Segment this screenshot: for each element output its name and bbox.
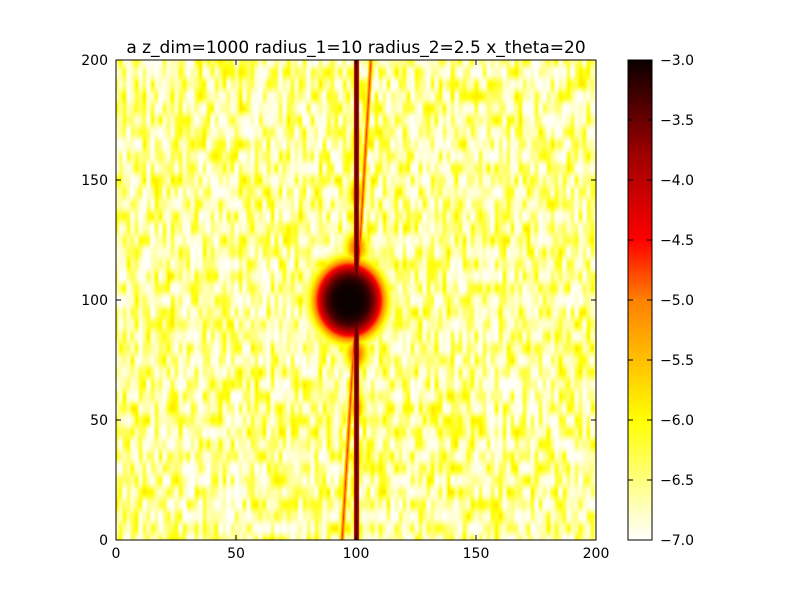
colorbar-tick-label: −4.5 xyxy=(660,233,694,249)
x-tick-label: 200 xyxy=(583,546,610,562)
colorbar-ticks: −3.0 −3.5 −4.0 −4.5 −5.0 −5.5 −6.0 −6.5 −7.0 xyxy=(628,53,694,549)
colorbar-tick-label: −3.0 xyxy=(660,53,694,69)
colorbar-tick-label: −6.0 xyxy=(660,413,694,429)
heatmap-image xyxy=(116,60,596,540)
colorbar: −3.0 −3.5 −4.0 −4.5 −5.0 −5.5 −6.0 −6.5 −7.0 xyxy=(627,53,694,549)
chart-title: a z_dim=1000 radius_1=10 radius_2=2.5 x_… xyxy=(126,38,585,58)
x-tick-label: 0 xyxy=(112,546,121,562)
y-tick-label: 150 xyxy=(81,173,108,189)
y-tick-label: 200 xyxy=(81,53,108,69)
y-tick-label: 50 xyxy=(90,413,108,429)
colorbar-tick-label: −6.5 xyxy=(660,473,694,489)
x-axis: 0 50 100 150 200 xyxy=(112,60,610,562)
heatmap-plot: 0 50 100 150 200 0 50 100 150 200 xyxy=(81,53,609,562)
x-tick-label: 50 xyxy=(227,546,245,562)
y-tick-label: 100 xyxy=(81,293,108,309)
colorbar-tick-label: −5.0 xyxy=(660,293,694,309)
colorbar-tick-label: −5.5 xyxy=(660,353,694,369)
y-axis: 0 50 100 150 200 xyxy=(81,53,596,549)
y-tick-label: 0 xyxy=(99,533,108,549)
colorbar-tick-label: −4.0 xyxy=(660,173,694,189)
colorbar-tick-label: −7.0 xyxy=(660,533,694,549)
x-tick-label: 150 xyxy=(463,546,490,562)
x-tick-label: 100 xyxy=(343,546,370,562)
colorbar-tick-label: −3.5 xyxy=(660,113,694,129)
